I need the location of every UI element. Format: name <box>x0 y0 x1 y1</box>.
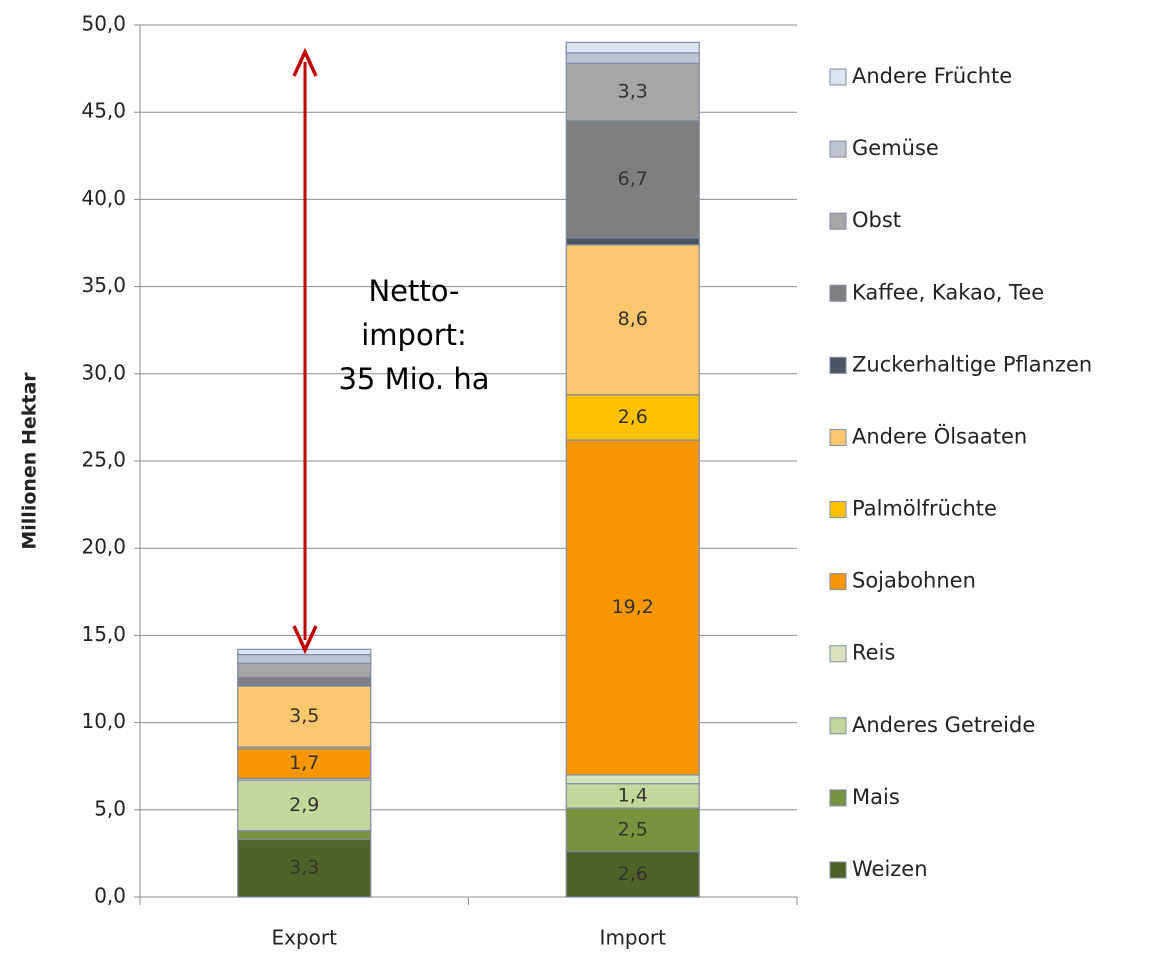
bar-segment <box>565 237 700 246</box>
data-label: 3,3 <box>618 81 648 103</box>
bar-segment <box>237 685 372 748</box>
annotation: 35 Mio. ha <box>338 362 489 396</box>
legend-label: Anderes Getreide <box>852 713 1035 737</box>
legend-label: Palmölfrüchte <box>852 497 997 521</box>
legend-swatch <box>829 573 847 591</box>
bar-segment <box>565 62 700 122</box>
y-tick-label: 20,0 <box>81 535 126 559</box>
bar-segment <box>565 120 700 239</box>
legend-label: Mais <box>852 785 900 809</box>
bar-segment <box>237 830 372 841</box>
data-label: 6,7 <box>618 168 648 190</box>
bar-segment <box>237 662 372 678</box>
data-label: 8,6 <box>618 308 648 330</box>
legend-label: Weizen <box>852 857 928 881</box>
y-tick-label: 10,0 <box>81 709 126 733</box>
y-tick-label: 0,0 <box>94 884 126 908</box>
data-label: 19,2 <box>612 596 654 618</box>
y-tick-label: 15,0 <box>81 622 126 646</box>
legend-swatch <box>829 356 847 374</box>
legend-swatch <box>829 717 847 735</box>
bar-segment <box>237 648 372 656</box>
y-tick-label: 35,0 <box>81 273 126 297</box>
legend-label: Reis <box>852 641 895 665</box>
x-tick-label: Import <box>600 926 667 950</box>
bar-segment <box>237 838 372 898</box>
bar-segment <box>565 41 700 54</box>
data-label: 3,5 <box>289 705 319 727</box>
legend-swatch <box>829 68 847 86</box>
bar-segment <box>565 394 700 441</box>
y-tick-label: 30,0 <box>81 360 126 384</box>
bar-segment <box>237 779 372 832</box>
bar-segment <box>237 676 372 685</box>
data-label: 3,3 <box>289 857 319 879</box>
bar-segment <box>565 244 700 396</box>
legend-label: Gemüse <box>852 136 939 160</box>
bar-segment <box>565 52 700 64</box>
bar-segment <box>565 783 700 809</box>
y-tick-label: 25,0 <box>81 448 126 472</box>
legend-swatch <box>829 861 847 879</box>
annotation: Netto- <box>368 274 459 308</box>
bar-segment <box>237 653 372 664</box>
data-label: 2,5 <box>618 818 648 840</box>
legend-label: Zuckerhaltige Pflanzen <box>852 352 1092 376</box>
legend-label: Sojabohnen <box>852 569 976 593</box>
bar-segment <box>565 774 700 785</box>
legend-swatch <box>829 212 847 230</box>
annotation: import: <box>361 318 467 352</box>
legend-swatch <box>829 789 847 807</box>
y-tick-label: 5,0 <box>94 796 126 820</box>
legend-swatch <box>829 428 847 446</box>
legend-swatch <box>829 501 847 519</box>
x-tick-label: Export <box>272 926 338 950</box>
data-label: 1,4 <box>618 784 648 806</box>
bar-segment <box>565 439 700 776</box>
y-tick-label: 40,0 <box>81 186 126 210</box>
legend-label: Kaffee, Kakao, Tee <box>852 280 1044 304</box>
legend-swatch <box>829 140 847 158</box>
data-label: 2,6 <box>618 406 648 428</box>
y-tick-label: 45,0 <box>81 99 126 123</box>
legend-swatch <box>829 284 847 302</box>
bar-segment <box>237 748 372 780</box>
y-axis-label: Millionen Hektar <box>19 372 41 550</box>
bar-segment <box>565 807 700 853</box>
data-label: 1,7 <box>289 752 319 774</box>
legend-label: Andere Früchte <box>852 64 1012 88</box>
legend-swatch <box>829 645 847 663</box>
legend-label: Andere Ölsaaten <box>852 423 1027 448</box>
legend-label: Obst <box>852 208 901 232</box>
y-tick-label: 50,0 <box>81 12 126 36</box>
data-label: 2,6 <box>618 863 648 885</box>
data-label: 2,9 <box>289 794 319 816</box>
